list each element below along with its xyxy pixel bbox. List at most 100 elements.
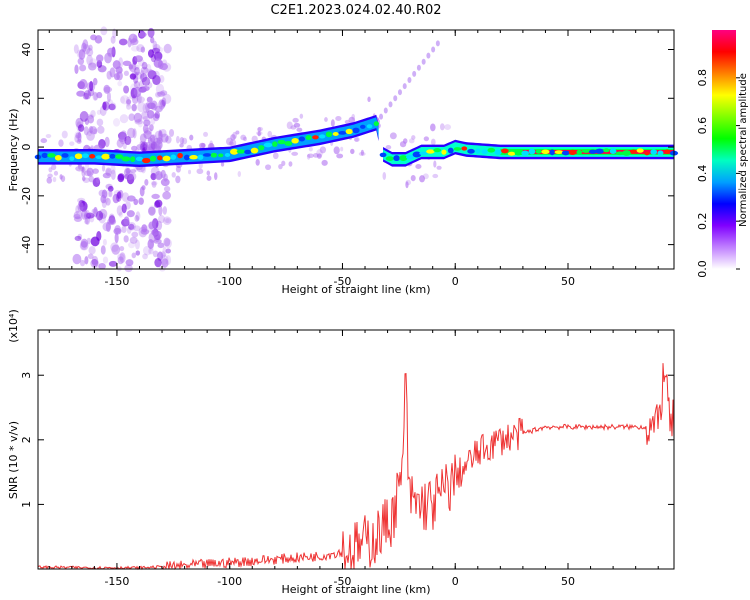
noise-speck xyxy=(137,117,144,128)
noise-speck xyxy=(360,149,364,156)
noise-speck xyxy=(86,167,94,177)
ridge-hotspot xyxy=(258,145,265,151)
noise-speck xyxy=(125,96,131,107)
noise-speck xyxy=(51,164,57,171)
noise-speck xyxy=(133,225,141,232)
noise-speck xyxy=(162,216,172,226)
ridge-hotspot xyxy=(89,154,96,159)
noise-speck xyxy=(86,48,94,57)
noise-speck xyxy=(134,239,140,250)
noise-speck xyxy=(179,136,185,145)
ridge-hotspot xyxy=(230,148,239,155)
noise-speck xyxy=(93,92,99,101)
spectrogram-frame xyxy=(37,29,675,270)
noise-speck xyxy=(319,146,327,154)
noise-speck xyxy=(237,171,242,177)
noise-speck xyxy=(112,28,117,39)
noise-speck xyxy=(118,212,123,218)
noise-speck xyxy=(83,170,92,177)
ridge-hotspot xyxy=(501,148,509,154)
noise-speck xyxy=(226,137,233,146)
noise-speck xyxy=(111,244,121,255)
noise-speck xyxy=(132,35,138,43)
noise-speck xyxy=(93,128,98,135)
noise-speck xyxy=(148,205,156,215)
noise-speck xyxy=(105,221,111,232)
noise-speck xyxy=(108,103,116,111)
noise-speck xyxy=(257,127,262,133)
spectrogram-x-label: Height of straight line (km) xyxy=(281,283,430,296)
ridge-hotspot xyxy=(157,155,163,161)
noise-speck xyxy=(147,82,153,89)
noise-speck xyxy=(47,173,53,179)
ridge-hotspot xyxy=(345,128,353,135)
noise-speck xyxy=(421,58,426,65)
noise-speck xyxy=(117,253,125,261)
noise-speck xyxy=(155,139,163,150)
noise-speck xyxy=(426,52,431,59)
noise-speck xyxy=(251,135,258,143)
noise-speck xyxy=(110,102,117,111)
noise-speck xyxy=(102,256,109,264)
noise-speck xyxy=(175,175,181,184)
noise-speck xyxy=(181,137,188,145)
ridge-hotspot xyxy=(250,147,259,154)
ridge-hotspot xyxy=(441,149,447,155)
ridge-hotspot xyxy=(453,147,462,151)
noise-speck xyxy=(436,165,442,170)
noise-speck xyxy=(93,260,100,270)
noise-speck xyxy=(141,185,146,191)
ridge-hotspot xyxy=(236,149,246,154)
ridge-hotspot xyxy=(359,124,366,129)
noise-speck xyxy=(130,38,139,46)
y-tick-label: 2 xyxy=(20,436,33,443)
noise-speck xyxy=(206,170,211,176)
noise-speck xyxy=(142,67,151,78)
ridge-hotspot xyxy=(507,151,516,156)
ridge-hotspot xyxy=(581,149,591,153)
noise-speck xyxy=(388,101,393,108)
noise-speck xyxy=(138,31,147,38)
noise-speck xyxy=(130,45,140,52)
noise-speck xyxy=(150,172,157,180)
snr-series-line xyxy=(37,363,675,571)
noise-speck xyxy=(131,231,139,238)
noise-speck xyxy=(140,73,148,83)
noise-speck xyxy=(296,127,303,132)
y-tick-label: 20 xyxy=(20,91,33,105)
noise-speck xyxy=(148,221,155,230)
noise-speck xyxy=(124,166,130,175)
noise-speck xyxy=(121,192,130,202)
noise-speck xyxy=(96,109,102,115)
noise-speck xyxy=(76,139,82,144)
noise-speck xyxy=(101,164,106,172)
noise-speck xyxy=(151,180,158,186)
noise-speck xyxy=(147,109,155,119)
noise-speck xyxy=(228,141,234,146)
noise-speck xyxy=(286,121,293,130)
snr-x-label: Height of straight line (km) xyxy=(281,583,430,596)
noise-speck xyxy=(308,146,313,152)
noise-speck xyxy=(175,135,180,144)
colorbar-ticks: 0.0 0.2 0.4 0.6 0.8 xyxy=(696,69,740,278)
noise-speck xyxy=(321,159,328,166)
noise-speck xyxy=(281,160,286,167)
noise-speck xyxy=(106,47,115,57)
snr-x-ticks: -150 -100 -50 0 50 xyxy=(48,330,659,588)
noise-speck xyxy=(435,40,440,47)
y-tick-label: 40 xyxy=(20,43,33,57)
noise-speck xyxy=(96,91,103,99)
noise-speck xyxy=(102,101,107,111)
ridge-hotspot xyxy=(170,154,177,160)
noise-speck xyxy=(87,88,95,97)
noise-speck xyxy=(107,185,114,192)
noise-speck xyxy=(148,206,156,216)
noise-speck xyxy=(77,233,83,240)
ridge-hotspot xyxy=(528,148,536,155)
noise-speck xyxy=(72,253,82,265)
noise-speck xyxy=(157,91,166,97)
noise-speck xyxy=(154,91,161,98)
ridge-hotspot xyxy=(177,152,183,159)
noise-speck xyxy=(162,93,172,105)
noise-speck xyxy=(110,169,116,181)
